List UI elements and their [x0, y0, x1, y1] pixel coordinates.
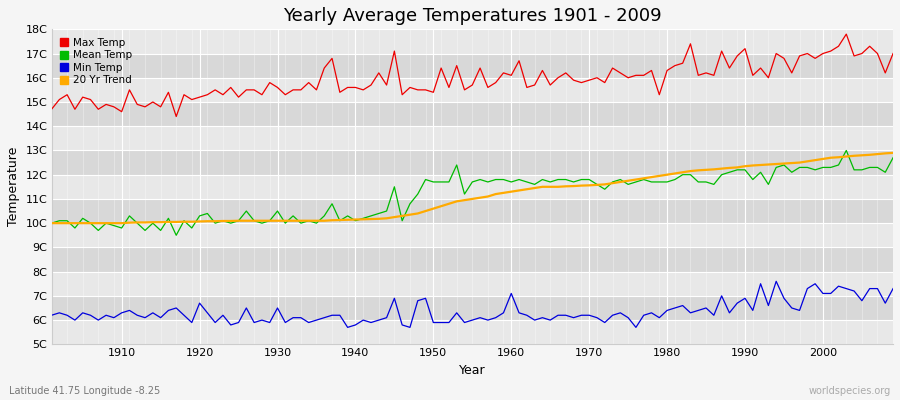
Bar — [51, 199, 893, 223]
Bar — [51, 223, 893, 247]
Bar — [51, 247, 893, 272]
Bar — [51, 175, 893, 199]
Bar — [51, 78, 893, 102]
Y-axis label: Temperature: Temperature — [7, 147, 20, 226]
Bar — [51, 296, 893, 320]
Bar — [51, 150, 893, 175]
Bar — [51, 126, 893, 150]
Text: Latitude 41.75 Longitude -8.25: Latitude 41.75 Longitude -8.25 — [9, 386, 160, 396]
X-axis label: Year: Year — [459, 364, 486, 377]
Bar — [51, 320, 893, 344]
Bar — [51, 29, 893, 54]
Title: Yearly Average Temperatures 1901 - 2009: Yearly Average Temperatures 1901 - 2009 — [283, 7, 662, 25]
Legend: Max Temp, Mean Temp, Min Temp, 20 Yr Trend: Max Temp, Mean Temp, Min Temp, 20 Yr Tre… — [57, 34, 136, 88]
Bar — [51, 272, 893, 296]
Text: worldspecies.org: worldspecies.org — [809, 386, 891, 396]
Bar — [51, 54, 893, 78]
Bar — [51, 102, 893, 126]
